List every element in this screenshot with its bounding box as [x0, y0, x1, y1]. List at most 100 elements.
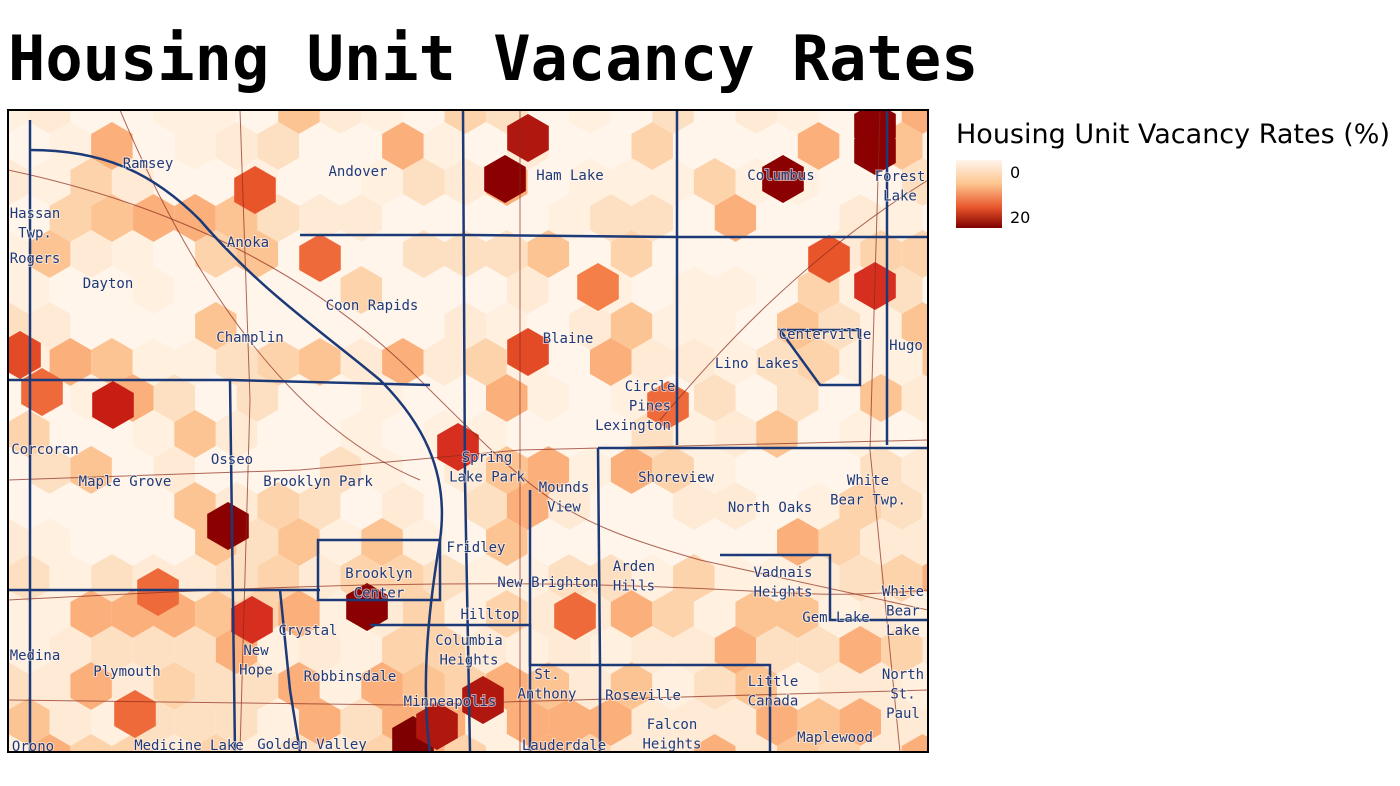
place-label: Crystal	[278, 623, 337, 639]
hex-cell	[610, 446, 653, 494]
hex-cell	[153, 302, 196, 350]
hex-cell	[215, 410, 258, 458]
hex-cell	[777, 110, 819, 134]
hex-cell	[735, 734, 777, 752]
hex-cell	[797, 482, 840, 530]
hex-cell	[652, 734, 694, 752]
hex-cell	[964, 626, 1006, 674]
hex-cell	[590, 410, 632, 458]
hex-cell	[257, 338, 299, 386]
hex-cell	[943, 374, 985, 422]
hex-cell	[943, 518, 985, 566]
hex-cell	[964, 410, 1006, 458]
place-label: Robbinsdale	[304, 669, 397, 685]
hex-cell	[797, 410, 840, 458]
hex-cell	[361, 662, 403, 710]
hex-cell	[423, 626, 466, 674]
hex-cell	[610, 590, 653, 638]
hex-cell	[735, 590, 777, 638]
hex-layer	[8, 110, 1006, 786]
hex-cell	[111, 230, 154, 278]
place-label: Circle	[625, 379, 676, 395]
hex-cell	[714, 122, 757, 170]
hex-cell	[548, 554, 590, 602]
place-label: Ham Lake	[536, 168, 603, 184]
hex-cell	[714, 482, 757, 530]
hex-cell	[652, 302, 694, 350]
hex-cell	[215, 338, 258, 386]
hex-cell	[922, 202, 928, 234]
hex-cell	[943, 446, 985, 494]
hex-cell	[8, 662, 29, 710]
hex-cell	[465, 554, 507, 602]
hex-cell	[631, 194, 674, 242]
hex-cell	[652, 518, 694, 566]
hex-cell	[486, 446, 528, 494]
place-label: Vadnais	[753, 565, 812, 581]
hex-cell	[423, 482, 466, 530]
hex-cell	[631, 554, 674, 602]
hex-cell	[319, 734, 362, 752]
hex-cell	[554, 592, 596, 640]
hex-cell	[28, 662, 71, 710]
hex-cell	[111, 734, 154, 752]
hex-cell	[111, 302, 154, 350]
hex-cell	[631, 482, 674, 530]
hex-cell	[860, 374, 902, 422]
hex-cell	[91, 194, 133, 242]
hex-cell	[486, 230, 528, 278]
hex-cell	[818, 662, 861, 710]
hex-cell	[590, 482, 632, 530]
hex-cell	[423, 338, 466, 386]
hex-cell	[299, 770, 341, 786]
hex-cell	[673, 122, 715, 170]
hex-cell	[881, 482, 923, 530]
hex-cell	[216, 770, 258, 786]
hex-cell	[714, 194, 757, 242]
place-label: Lake Park	[449, 470, 525, 486]
hex-cell	[465, 266, 507, 314]
hex-cell	[132, 266, 175, 314]
hex-cell	[195, 374, 237, 422]
hex-cell	[507, 114, 549, 162]
hex-cell	[506, 698, 549, 746]
place-label: New	[243, 643, 269, 659]
hex-cell	[402, 662, 445, 710]
hex-cell	[132, 122, 175, 170]
place-label: Dayton	[83, 276, 134, 292]
place-label: Bear	[886, 604, 920, 620]
hex-cell	[577, 263, 619, 311]
hex-cell	[673, 626, 715, 674]
hex-cell	[91, 338, 133, 386]
hex-cell	[8, 734, 29, 752]
hex-cell	[133, 770, 175, 786]
hex-cell	[693, 662, 736, 710]
hex-cell	[236, 230, 279, 278]
hex-cell	[943, 230, 985, 278]
hex-cell	[798, 770, 840, 786]
hex-cell	[797, 626, 840, 674]
place-label: Corcoran	[11, 442, 78, 458]
hex-cell	[943, 662, 985, 710]
hex-cell	[465, 122, 507, 170]
hex-cell	[174, 122, 216, 170]
place-label: Coon Rapids	[326, 298, 419, 314]
hex-cell	[444, 158, 486, 206]
hex-cell	[340, 266, 383, 314]
hex-cell	[49, 194, 92, 242]
hex-cell	[174, 410, 216, 458]
hex-cell	[756, 698, 798, 746]
hex-cell	[319, 110, 362, 134]
hex-cell	[964, 698, 1006, 746]
hex-cell	[153, 110, 196, 134]
hex-cell	[319, 302, 362, 350]
hex-cell	[818, 734, 861, 752]
hex-cell	[715, 770, 757, 786]
hex-cell	[652, 158, 694, 206]
hex-cell	[777, 302, 819, 350]
hex-cell	[922, 130, 928, 162]
hex-cell	[153, 158, 196, 206]
hex-cell	[839, 698, 881, 746]
hex-cell	[8, 158, 29, 206]
